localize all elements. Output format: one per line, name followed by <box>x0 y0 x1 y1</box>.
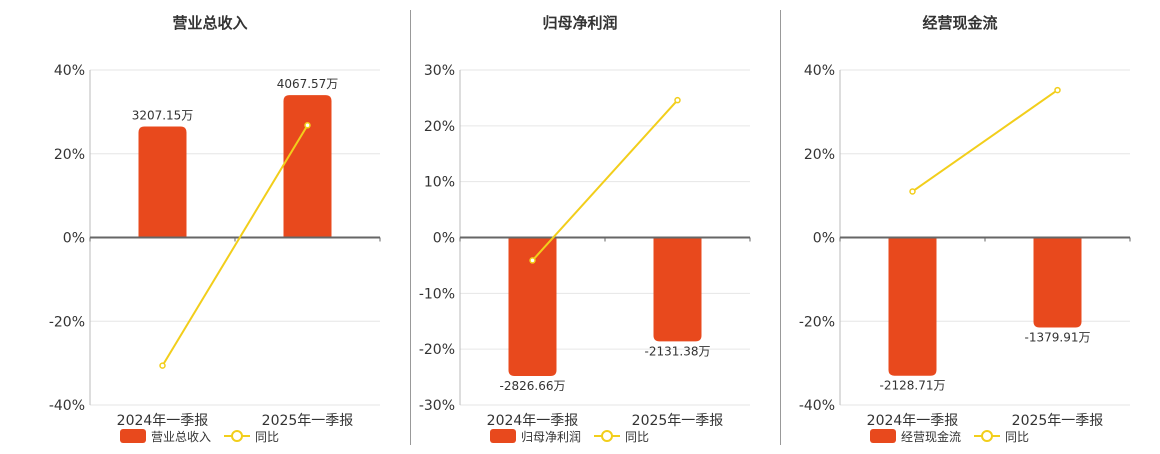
chart-panel-net-profit: 归母净利润 30% 20% 10% 0% -10% -20% -30% -2826.66万 -21… <box>410 0 780 450</box>
legend-swatch-marker <box>981 430 993 442</box>
yoy-point <box>159 362 166 369</box>
y-tick-label: -20% <box>49 314 85 330</box>
bar <box>653 237 702 342</box>
y-tick-label: -10% <box>419 286 455 302</box>
legend-label-line: 同比 <box>625 430 649 444</box>
yoy-point <box>304 122 311 129</box>
y-tick-label: 0% <box>433 231 455 247</box>
bar <box>138 126 187 238</box>
yoy-point <box>674 96 681 104</box>
chart-title: 营业总收入 <box>172 14 247 32</box>
legend-swatch-marker <box>231 430 243 442</box>
yoy-point <box>1054 86 1061 94</box>
bar <box>283 95 332 238</box>
y-tick-label: -20% <box>799 314 835 330</box>
bar <box>508 237 557 376</box>
y-tick-label: 40% <box>804 63 835 79</box>
bar-value-label: -2826.66万 <box>500 379 566 393</box>
legend-label-line: 同比 <box>255 430 279 444</box>
y-tick-label: 0% <box>63 231 85 247</box>
chart-title: 经营现金流 <box>922 14 997 32</box>
yoy-line <box>531 99 679 262</box>
y-tick-label: 20% <box>424 119 455 135</box>
y-tick-label: -40% <box>799 398 835 414</box>
cash-flow-chart: 经营现金流 40% 20% 0% -20% -40% -2128.71万 -1379.91万 2… <box>799 14 1131 444</box>
legend-swatch-bar <box>120 429 146 443</box>
net-profit-chart: 归母净利润 30% 20% 10% 0% -10% -20% -30% -2826.66万 -21… <box>419 14 751 444</box>
bar-value-label: 3207.15万 <box>132 109 194 123</box>
bar-value-label: -2131.38万 <box>645 344 711 358</box>
bar <box>888 237 937 376</box>
x-tick-label: 2025年一季报 <box>1012 413 1104 429</box>
y-tick-label: 20% <box>54 147 85 163</box>
chart-panel-revenue: 营业总收入 40% 20% 0% -20% -40% 3207.15万 4067.57万 202… <box>0 0 410 450</box>
bar <box>1033 237 1082 328</box>
yoy-point <box>909 188 916 195</box>
x-tick-label: 2025年一季报 <box>632 413 724 429</box>
y-tick-label: -20% <box>419 342 455 358</box>
chart-panel-cash-flow: 经营现金流 40% 20% 0% -20% -40% -2128.71万 -1379.91万 2… <box>780 0 1160 450</box>
x-tick-label: 2024年一季报 <box>117 413 209 429</box>
y-tick-label: 40% <box>54 63 85 79</box>
x-tick-label: 2024年一季报 <box>487 413 579 429</box>
legend-label-bar: 经营现金流 <box>901 429 961 444</box>
x-tick-label: 2024年一季报 <box>867 413 959 429</box>
legend-swatch-bar <box>870 429 896 443</box>
revenue-chart: 营业总收入 40% 20% 0% -20% -40% 3207.15万 4067.57万 202… <box>49 14 381 444</box>
legend-swatch-marker <box>601 430 613 442</box>
yoy-point <box>529 257 536 264</box>
y-tick-label: 10% <box>424 175 455 191</box>
bar-value-label: -1379.91万 <box>1025 331 1091 345</box>
yoy-line <box>911 89 1059 193</box>
y-tick-label: -30% <box>419 398 455 414</box>
y-tick-label: 20% <box>804 147 835 163</box>
yoy-line <box>161 124 309 367</box>
legend-swatch-bar <box>490 429 516 443</box>
y-tick-label: -40% <box>49 398 85 414</box>
panel-divider <box>410 10 411 445</box>
chart-title: 归母净利润 <box>542 14 617 32</box>
y-tick-label: 0% <box>813 231 835 247</box>
legend-label-line: 同比 <box>1005 430 1029 444</box>
bar-value-label: -2128.71万 <box>880 379 946 393</box>
legend-label-bar: 归母净利润 <box>521 430 581 444</box>
bar-value-label: 4067.57万 <box>277 77 339 91</box>
legend-label-bar: 营业总收入 <box>151 430 211 444</box>
x-tick-label: 2025年一季报 <box>262 413 354 429</box>
y-tick-label: 30% <box>424 63 455 79</box>
panel-divider <box>780 10 781 445</box>
